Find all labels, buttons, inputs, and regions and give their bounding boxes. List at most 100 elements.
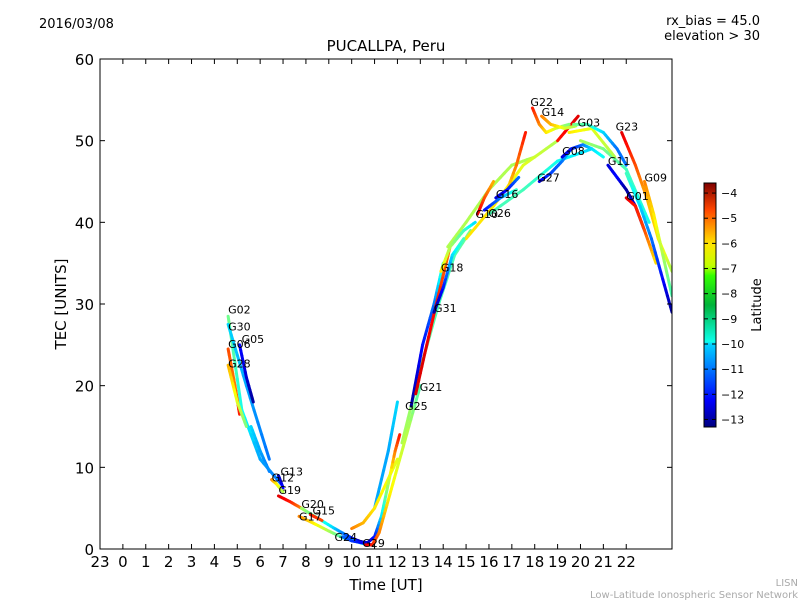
track-segment [632, 185, 640, 198]
x-tick-label: 17 [502, 553, 521, 571]
y-tick-label: 0 [84, 541, 94, 559]
satellite-track [350, 457, 399, 531]
y-axis-label: TEC [UNITS] [52, 259, 70, 351]
x-tick-label: 21 [594, 553, 613, 571]
x-tick-label: 18 [525, 553, 544, 571]
y-tick-label: 60 [75, 51, 94, 69]
track-segment [382, 459, 388, 472]
track-segment [522, 131, 528, 140]
x-tick-label: 8 [301, 553, 311, 571]
x-tick-label: 9 [324, 553, 334, 571]
track-segment [394, 400, 399, 412]
track-segment [226, 322, 233, 337]
satellite-label: G08 [562, 145, 585, 158]
track-segment [238, 363, 245, 377]
satellite-label: G12 [272, 472, 295, 485]
track-segment [229, 333, 236, 347]
track-segment [415, 363, 421, 377]
satellite-track-g09 [643, 180, 672, 298]
satellite-track-g08 [560, 143, 605, 159]
elevation-label: elevation > 30 [664, 29, 760, 44]
y-tick-label: 20 [75, 378, 94, 396]
track-segment [643, 211, 651, 224]
track-segment [233, 361, 239, 381]
track-segment [375, 487, 381, 501]
satellite-track-g30 [226, 322, 271, 461]
satellite-track-g32 [624, 171, 672, 314]
satellite-label: G13 [280, 466, 303, 479]
colorbar [703, 182, 717, 428]
colorbar-tick-label: −12 [721, 388, 744, 401]
colorbar-tick-label: −5 [721, 212, 737, 225]
track-segment [416, 384, 422, 394]
satellite-track-g01 [624, 196, 658, 265]
track-segment [377, 478, 383, 491]
satellite-track [578, 139, 651, 224]
satellite-label: G01 [626, 190, 649, 203]
track-segment [400, 429, 407, 445]
satellite-label: G14 [542, 106, 565, 119]
satellite-label: G29 [362, 537, 385, 550]
track-segment [512, 188, 518, 193]
y-tick-label: 40 [75, 214, 94, 232]
colorbar-tick-label: −6 [721, 237, 737, 250]
satellite-track-g05 [238, 343, 255, 404]
satellite-label: G22 [530, 96, 553, 109]
track-segment [636, 194, 643, 207]
x-tick-label: 1 [141, 553, 151, 571]
x-tick-label: 19 [548, 553, 567, 571]
chart-title: PUCALLPA, Peru [326, 37, 446, 55]
track-segment [243, 420, 248, 428]
track-segment [235, 353, 242, 367]
track-segment [392, 457, 399, 469]
satellite-track-g29 [363, 384, 422, 547]
x-axis-label: Time [UT] [348, 576, 422, 594]
track-segment [490, 180, 496, 186]
track-segment [565, 122, 571, 127]
x-tick-label: 11 [365, 553, 384, 571]
satellite-label: G24 [335, 531, 358, 544]
colorbar-tick-label: −9 [721, 313, 737, 326]
track-segment [250, 396, 255, 404]
track-segment [384, 449, 390, 463]
satellite-label: G10 [476, 208, 499, 221]
track-segment [231, 346, 237, 365]
track-segment [639, 203, 647, 215]
x-tick-label: 13 [411, 553, 430, 571]
satellite-label: G23 [616, 121, 639, 134]
satellite-label: G26 [488, 207, 511, 220]
y-tick-label: 10 [75, 459, 94, 477]
track-segment [260, 433, 267, 449]
satellite-track-g19 [276, 494, 303, 510]
track-segment [441, 264, 447, 277]
x-axis: 23 0 1 2 3 4 5 6 7 8 9 10 11 12 13 14 15 16 17 18 19 20 21 22 [90, 59, 636, 571]
track-segment [409, 394, 415, 408]
satellite-label: G15 [312, 505, 335, 518]
track-segment [318, 517, 324, 522]
x-tick-label: 15 [457, 553, 476, 571]
track-segment [515, 175, 521, 181]
x-tick-label: 14 [434, 553, 453, 571]
satellite-track-g26 [482, 188, 518, 212]
track-segment [419, 343, 425, 357]
satellite-track-g10 [476, 180, 496, 216]
track-segment [406, 404, 413, 420]
satellite-track [567, 126, 617, 159]
x-tick-label: 6 [255, 553, 265, 571]
track-segment [460, 237, 466, 243]
satellite-label: G25 [405, 400, 428, 413]
track-segment [232, 343, 239, 357]
track-segment [623, 160, 628, 167]
satellite-track-g14 [540, 114, 578, 130]
lisn-short-label: LISN [776, 578, 798, 589]
track-segment [373, 498, 380, 510]
x-tick-label: 5 [233, 553, 243, 571]
colorbar-tick-label: −13 [721, 413, 744, 426]
satellite-track-g12 [270, 478, 285, 494]
track-segment [235, 377, 242, 397]
track-segment [256, 420, 264, 437]
track-segment [573, 114, 580, 122]
satellite-label: G17 [299, 510, 322, 523]
